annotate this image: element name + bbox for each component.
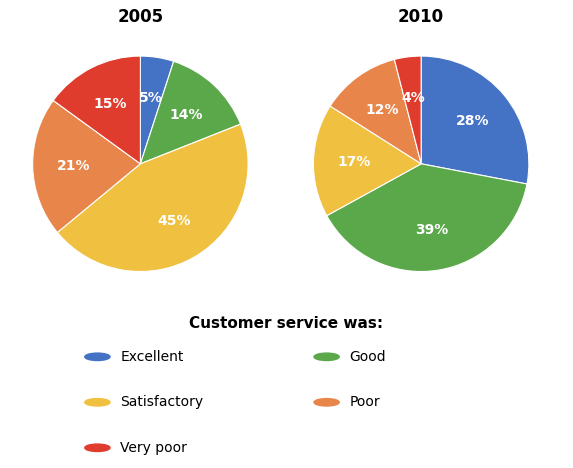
Text: 17%: 17% [337, 155, 371, 168]
Wedge shape [327, 164, 527, 271]
Text: Poor: Poor [350, 395, 380, 410]
Text: 4%: 4% [401, 90, 425, 104]
Wedge shape [33, 101, 140, 233]
Wedge shape [394, 56, 421, 164]
Circle shape [85, 353, 110, 360]
Text: Customer service was:: Customer service was: [190, 316, 383, 331]
Title: 2010: 2010 [398, 8, 444, 26]
Circle shape [314, 353, 339, 360]
Circle shape [85, 399, 110, 406]
Text: 28%: 28% [456, 114, 489, 128]
Wedge shape [313, 106, 421, 216]
Text: 12%: 12% [365, 103, 399, 117]
Text: 14%: 14% [170, 108, 203, 122]
Text: Very poor: Very poor [120, 441, 187, 455]
Wedge shape [57, 124, 248, 271]
Wedge shape [53, 56, 140, 164]
Circle shape [85, 444, 110, 452]
Text: Excellent: Excellent [120, 350, 184, 364]
Text: 39%: 39% [415, 223, 448, 237]
Text: 5%: 5% [139, 91, 163, 105]
Wedge shape [421, 56, 529, 184]
Text: 15%: 15% [93, 97, 127, 111]
Title: 2005: 2005 [117, 8, 163, 26]
Text: 21%: 21% [57, 159, 91, 173]
Text: 45%: 45% [158, 214, 191, 228]
Wedge shape [140, 61, 241, 164]
Text: Satisfactory: Satisfactory [120, 395, 203, 410]
Wedge shape [140, 56, 174, 164]
Text: Good: Good [350, 350, 386, 364]
Circle shape [314, 399, 339, 406]
Wedge shape [330, 59, 421, 164]
